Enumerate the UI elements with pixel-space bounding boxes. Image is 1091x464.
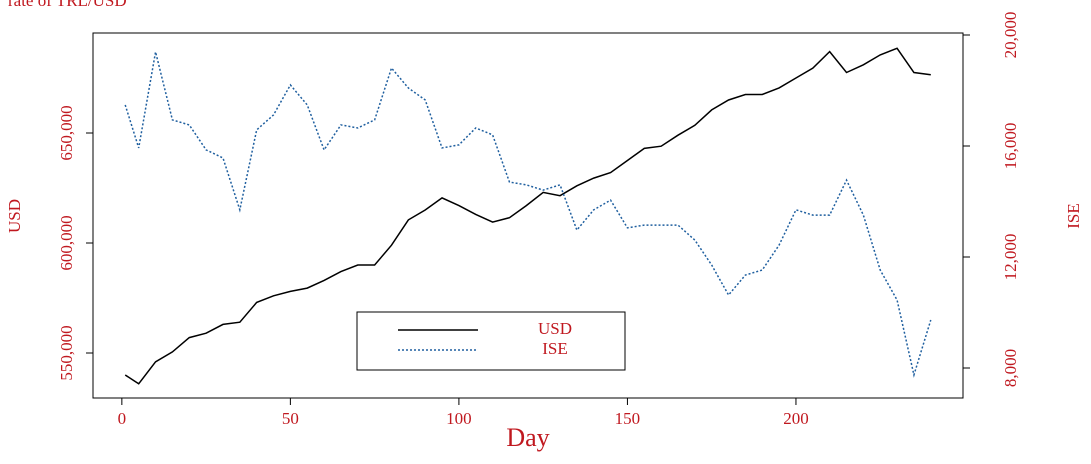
x-axis-label: Day	[506, 423, 549, 452]
y-axis-label: USD	[5, 199, 24, 233]
legend-box	[356, 311, 626, 371]
x-tick-label: 150	[615, 409, 641, 428]
y2-tick-label: 20,000	[1001, 12, 1020, 59]
y-tick-label: 550,000	[57, 325, 76, 380]
y2-tick-label: 16,000	[1001, 123, 1020, 170]
legend-label: ISE	[542, 339, 568, 358]
x-tick-label: 100	[446, 409, 472, 428]
y2-tick-label: 8,000	[1001, 349, 1020, 387]
y2-tick-label: 12,000	[1001, 234, 1020, 281]
chart-title: rate of TRL/USD	[8, 0, 127, 10]
series-line	[124, 47, 931, 385]
x-tick-label: 200	[783, 409, 809, 428]
legend-label: USD	[538, 319, 572, 338]
y-tick-label: 600,000	[57, 215, 76, 270]
y2-axis-label: ISE	[1064, 203, 1083, 229]
x-tick-label: 0	[118, 409, 127, 428]
y-tick-label: 650,000	[57, 105, 76, 160]
x-tick-label: 50	[282, 409, 299, 428]
